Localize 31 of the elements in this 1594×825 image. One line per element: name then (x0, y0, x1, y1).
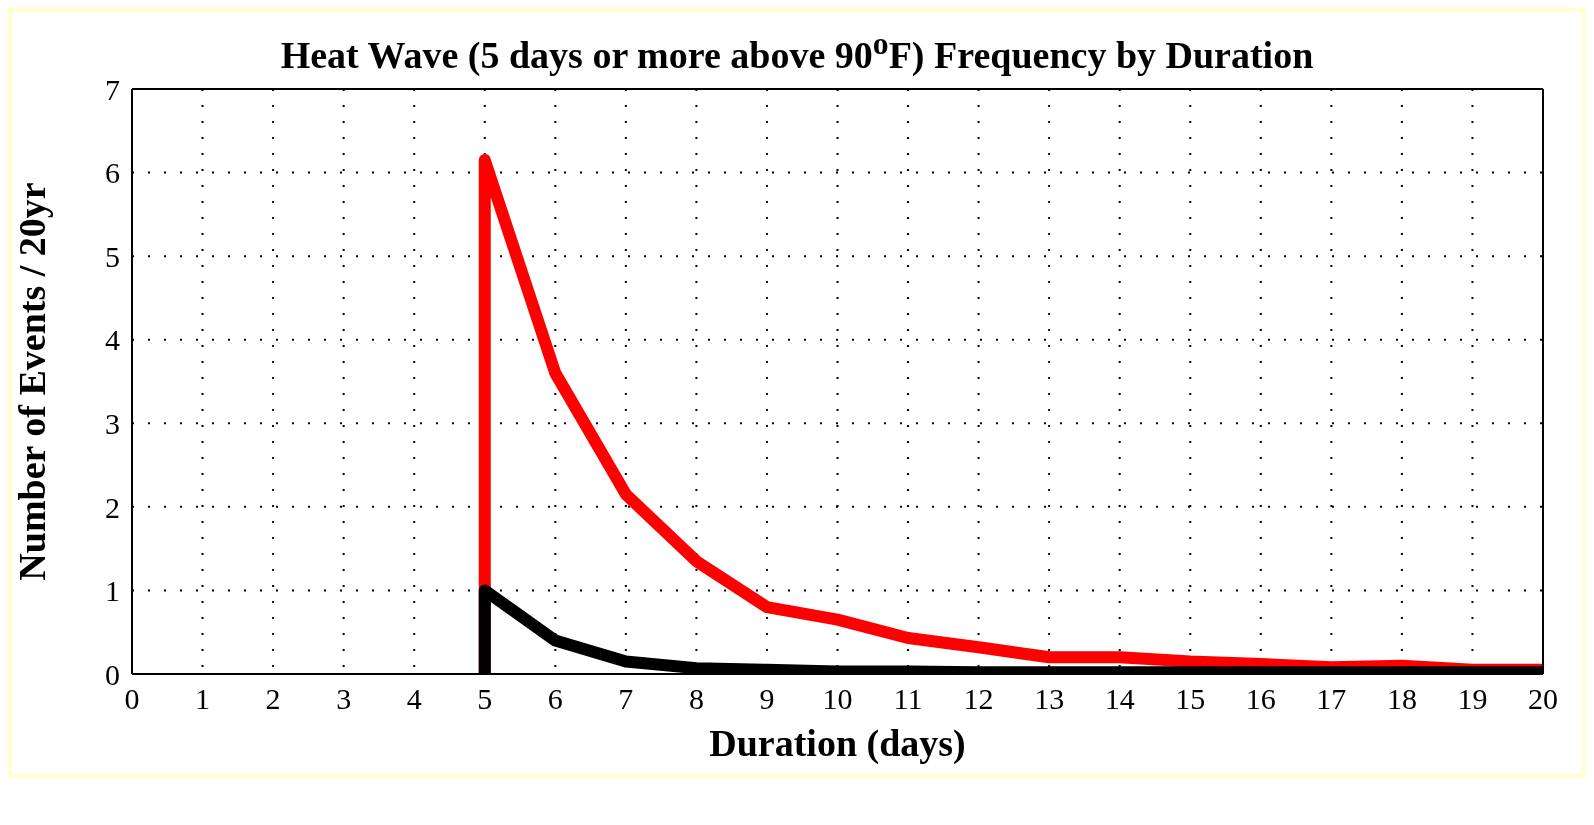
x-axis-title: Duration (days) (709, 722, 966, 765)
y-tick-label: 1 (105, 574, 120, 608)
x-tick-label: 20 (1528, 682, 1558, 716)
x-tick-label: 16 (1245, 682, 1276, 716)
x-tick-label: 12 (963, 682, 994, 716)
y-tick-label: 4 (105, 323, 120, 357)
x-tick-label: 1 (195, 682, 211, 716)
y-tick-label: 0 (105, 657, 120, 691)
x-tick-label: 7 (618, 682, 634, 716)
y-axis-title: Number of Events / 20yr (11, 182, 54, 581)
x-tick-label: 5 (477, 682, 493, 716)
y-tick-label: 5 (105, 239, 120, 273)
x-tick-label: 19 (1457, 682, 1488, 716)
x-tick-label: 6 (547, 682, 563, 716)
x-tick-label: 17 (1316, 682, 1347, 716)
x-tick-label: 14 (1104, 682, 1135, 716)
x-tick-label: 13 (1034, 682, 1065, 716)
x-tick-label: 2 (265, 682, 281, 716)
x-tick-label: 8 (688, 682, 704, 716)
chart-title: Heat Wave (5 days or more above 90$^{o}$F) Frequency by Duration (279, 25, 1315, 76)
y-tick-label: 6 (105, 156, 120, 190)
x-tick-label: 9 (759, 682, 775, 716)
x-tick-label: 15 (1175, 682, 1206, 716)
y-tick-label: 2 (105, 490, 120, 524)
x-tick-label: 10 (822, 682, 853, 716)
x-tick-label: 3 (336, 682, 352, 716)
x-tick-label: 18 (1386, 682, 1417, 716)
x-tick-label: 4 (406, 682, 422, 716)
x-tick-label: 11 (893, 682, 923, 716)
y-tick-label: 7 (105, 72, 120, 106)
y-tick-label: 3 (105, 406, 120, 440)
